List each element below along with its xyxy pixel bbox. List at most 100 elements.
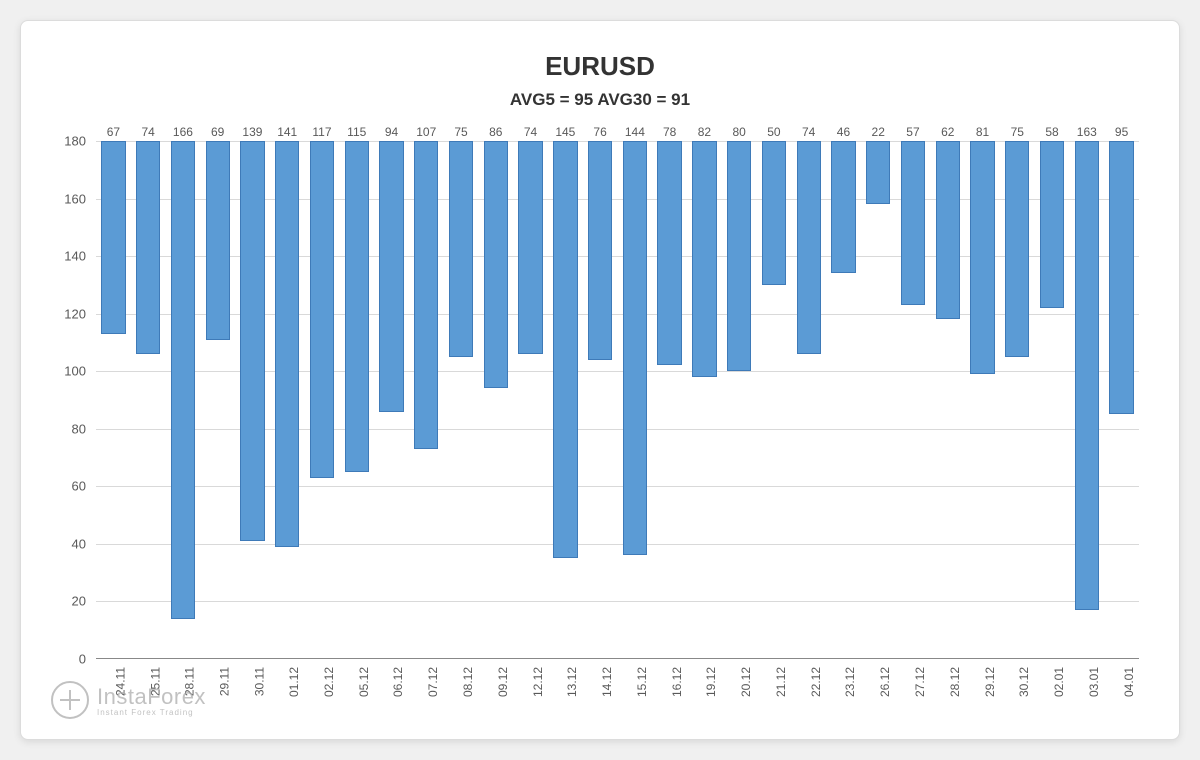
x-axis-label: 28.11 bbox=[183, 667, 197, 696]
x-axis-label: 30.12 bbox=[1017, 667, 1031, 697]
x-axis-label: 04.01 bbox=[1122, 667, 1136, 697]
bar: 80 bbox=[727, 141, 751, 371]
bar-slot: 46 bbox=[826, 141, 861, 659]
bar-slot: 94 bbox=[374, 141, 409, 659]
bar: 57 bbox=[901, 141, 925, 305]
bar: 141 bbox=[275, 141, 299, 547]
bar-value-label: 57 bbox=[906, 125, 919, 139]
x-axis-label: 01.12 bbox=[287, 667, 301, 697]
y-axis-label: 100 bbox=[56, 364, 96, 379]
bar: 82 bbox=[692, 141, 716, 377]
bar-value-label: 82 bbox=[698, 125, 711, 139]
x-axis-label: 02.12 bbox=[322, 667, 336, 697]
bar-slot: 76 bbox=[583, 141, 618, 659]
bar: 50 bbox=[762, 141, 786, 285]
bar: 86 bbox=[484, 141, 508, 388]
x-axis-label: 12.12 bbox=[531, 667, 545, 697]
bar-value-label: 74 bbox=[802, 125, 815, 139]
bar: 144 bbox=[623, 141, 647, 555]
bar-value-label: 81 bbox=[976, 125, 989, 139]
bar: 46 bbox=[831, 141, 855, 273]
x-axis-label: 28.12 bbox=[948, 667, 962, 697]
x-axis-label: 24.11 bbox=[113, 667, 127, 696]
bar-value-label: 67 bbox=[107, 125, 120, 139]
bar: 107 bbox=[414, 141, 438, 449]
bar-value-label: 22 bbox=[872, 125, 885, 139]
bar-slot: 22 bbox=[861, 141, 896, 659]
bar-slot: 75 bbox=[1000, 141, 1035, 659]
bar-slot: 74 bbox=[513, 141, 548, 659]
bar-value-label: 117 bbox=[312, 125, 331, 139]
watermark-tagline: Instant Forex Trading bbox=[97, 708, 206, 717]
bar-value-label: 94 bbox=[385, 125, 398, 139]
bar-slot: 163 bbox=[1069, 141, 1104, 659]
bars-container: 6774166691391411171159410775867414576144… bbox=[96, 141, 1139, 659]
bar-value-label: 58 bbox=[1045, 125, 1058, 139]
bar-slot: 166 bbox=[166, 141, 201, 659]
bar-value-label: 46 bbox=[837, 125, 850, 139]
chart-title: EURUSD bbox=[51, 51, 1149, 82]
bar-slot: 62 bbox=[930, 141, 965, 659]
bar-slot: 141 bbox=[270, 141, 305, 659]
bar-slot: 144 bbox=[617, 141, 652, 659]
bar: 75 bbox=[449, 141, 473, 357]
x-axis-label: 22.12 bbox=[809, 667, 823, 697]
x-axis-label: 13.12 bbox=[565, 667, 579, 697]
bar-value-label: 166 bbox=[173, 125, 193, 139]
bar-value-label: 145 bbox=[555, 125, 575, 139]
y-axis-label: 120 bbox=[56, 306, 96, 321]
bar-slot: 95 bbox=[1104, 141, 1139, 659]
x-axis-label: 14.12 bbox=[600, 667, 614, 697]
bar: 69 bbox=[206, 141, 230, 340]
bar-value-label: 141 bbox=[277, 125, 297, 139]
bar: 78 bbox=[657, 141, 681, 365]
x-axis-label: 03.01 bbox=[1087, 667, 1101, 697]
bar: 95 bbox=[1109, 141, 1133, 414]
x-axis-label: 08.12 bbox=[461, 667, 475, 697]
bar-value-label: 80 bbox=[732, 125, 745, 139]
bar-slot: 74 bbox=[131, 141, 166, 659]
bar: 67 bbox=[101, 141, 125, 334]
bar-value-label: 69 bbox=[211, 125, 224, 139]
x-axis-label: 05.12 bbox=[357, 667, 371, 697]
y-axis-label: 0 bbox=[56, 652, 96, 667]
bar: 74 bbox=[518, 141, 542, 354]
bar: 62 bbox=[936, 141, 960, 319]
bar-slot: 117 bbox=[305, 141, 340, 659]
bar: 139 bbox=[240, 141, 264, 541]
bar-slot: 75 bbox=[444, 141, 479, 659]
bar-value-label: 76 bbox=[593, 125, 606, 139]
bar-slot: 139 bbox=[235, 141, 270, 659]
bar-value-label: 115 bbox=[347, 125, 366, 139]
x-axis-label: 29.11 bbox=[218, 667, 232, 696]
x-axis-label: 21.12 bbox=[774, 667, 788, 697]
bar-slot: 107 bbox=[409, 141, 444, 659]
y-axis-label: 80 bbox=[56, 421, 96, 436]
bar-slot: 145 bbox=[548, 141, 583, 659]
bar-slot: 57 bbox=[896, 141, 931, 659]
bar: 74 bbox=[797, 141, 821, 354]
y-axis-label: 180 bbox=[56, 134, 96, 149]
x-axis-label: 29.12 bbox=[983, 667, 997, 697]
bar: 94 bbox=[379, 141, 403, 412]
bar-value-label: 75 bbox=[454, 125, 467, 139]
bar-value-label: 62 bbox=[941, 125, 954, 139]
bar-slot: 69 bbox=[200, 141, 235, 659]
x-axis-label: 09.12 bbox=[496, 667, 510, 697]
bar: 163 bbox=[1075, 141, 1099, 610]
bar-slot: 86 bbox=[478, 141, 513, 659]
bar-value-label: 78 bbox=[663, 125, 676, 139]
y-axis-label: 60 bbox=[56, 479, 96, 494]
bar-slot: 67 bbox=[96, 141, 131, 659]
bar-slot: 78 bbox=[652, 141, 687, 659]
bar: 117 bbox=[310, 141, 334, 478]
bar-value-label: 74 bbox=[524, 125, 537, 139]
bar-value-label: 74 bbox=[141, 125, 154, 139]
y-axis-label: 140 bbox=[56, 249, 96, 264]
bar-slot: 115 bbox=[339, 141, 374, 659]
x-axis-label: 15.12 bbox=[635, 667, 649, 697]
bar: 74 bbox=[136, 141, 160, 354]
bar: 76 bbox=[588, 141, 612, 360]
bar-slot: 80 bbox=[722, 141, 757, 659]
bar-slot: 74 bbox=[791, 141, 826, 659]
